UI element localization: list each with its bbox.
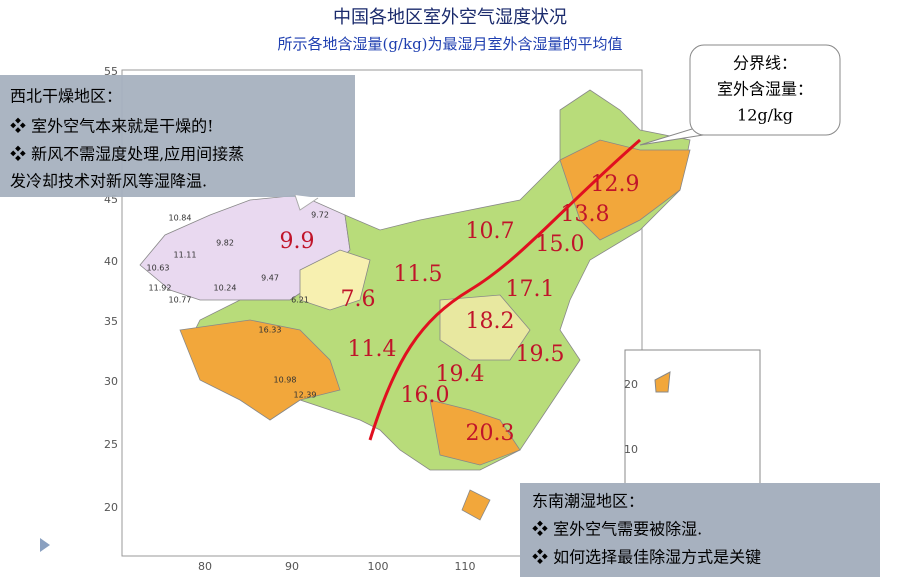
y-tick-label: 55 bbox=[104, 65, 118, 78]
region-value: 19.5 bbox=[516, 342, 565, 367]
station-value: 10.24 bbox=[214, 284, 237, 293]
station-value: 6.21 bbox=[291, 296, 309, 305]
callout-line: 分界线： bbox=[733, 54, 797, 73]
callout-line: ❖ 室外空气本来就是干燥的! bbox=[10, 117, 214, 136]
callout-line: ❖ 新风不需湿度处理,应用间接蒸 bbox=[10, 145, 244, 164]
y-tick-label: 35 bbox=[104, 315, 118, 328]
inset-tick-label: 20 bbox=[624, 378, 638, 391]
callout-pointer bbox=[294, 194, 319, 211]
callout-heading: 西北干燥地区： bbox=[10, 87, 122, 106]
station-value: 9.47 bbox=[261, 274, 279, 283]
callout-line: ❖ 室外空气需要被除湿. bbox=[532, 520, 702, 539]
region-value: 11.5 bbox=[394, 262, 443, 287]
station-value: 10.98 bbox=[274, 376, 297, 385]
x-tick-label: 80 bbox=[198, 560, 212, 573]
station-value: 10.84 bbox=[169, 214, 192, 223]
region-value: 16.0 bbox=[401, 383, 450, 408]
inset-map bbox=[624, 349, 761, 491]
station-value: 9.72 bbox=[311, 211, 329, 220]
y-tick-label: 40 bbox=[104, 255, 118, 268]
station-value: 10.63 bbox=[147, 264, 170, 273]
inset-island bbox=[654, 371, 671, 393]
x-tick-label: 100 bbox=[368, 560, 389, 573]
callout-line: 发冷却技术对新风等湿降温. bbox=[10, 172, 207, 191]
subtitle: 所示各地含湿量(g/kg)为最湿月室外含湿量的平均值 bbox=[277, 35, 622, 53]
station-value: 9.82 bbox=[216, 239, 234, 248]
region-value: 17.1 bbox=[506, 277, 555, 302]
southeast-callout bbox=[520, 483, 880, 577]
region-value: 18.2 bbox=[466, 309, 515, 334]
callout-line: 12g/kg bbox=[737, 106, 793, 125]
play-icon bbox=[40, 538, 50, 552]
region-value: 19.4 bbox=[436, 362, 485, 387]
station-value: 11.92 bbox=[149, 284, 172, 293]
region-value: 9.9 bbox=[280, 229, 315, 254]
title: 中国各地区室外空气湿度状况 bbox=[333, 7, 567, 28]
x-tick-label: 90 bbox=[285, 560, 299, 573]
station-value: 10.77 bbox=[169, 296, 192, 305]
region-value: 20.3 bbox=[466, 421, 515, 446]
station-value: 11.11 bbox=[174, 251, 197, 260]
northwest-callout bbox=[0, 75, 355, 197]
region-value: 15.0 bbox=[536, 232, 585, 257]
region-value: 12.9 bbox=[591, 172, 640, 197]
callout-line: 室外含湿量： bbox=[717, 80, 813, 99]
region-value: 10.7 bbox=[466, 219, 515, 244]
callout-heading: 东南潮湿地区： bbox=[532, 492, 644, 511]
china-map bbox=[139, 89, 691, 521]
boundary-callout bbox=[689, 44, 841, 136]
boundary-line bbox=[368, 138, 641, 441]
region-value: 7.6 bbox=[341, 287, 376, 312]
x-tick-label: 110 bbox=[455, 560, 476, 573]
station-value: 16.33 bbox=[259, 326, 282, 335]
y-tick-label: 25 bbox=[104, 438, 118, 451]
y-tick-label: 20 bbox=[104, 501, 118, 514]
y-tick-label: 30 bbox=[104, 375, 118, 388]
inset-tick-label: 10 bbox=[624, 443, 638, 456]
region-value: 11.4 bbox=[348, 337, 397, 362]
callout-line: ❖ 如何选择最佳除湿方式是关键 bbox=[532, 548, 761, 567]
station-value: 12.39 bbox=[294, 391, 317, 400]
